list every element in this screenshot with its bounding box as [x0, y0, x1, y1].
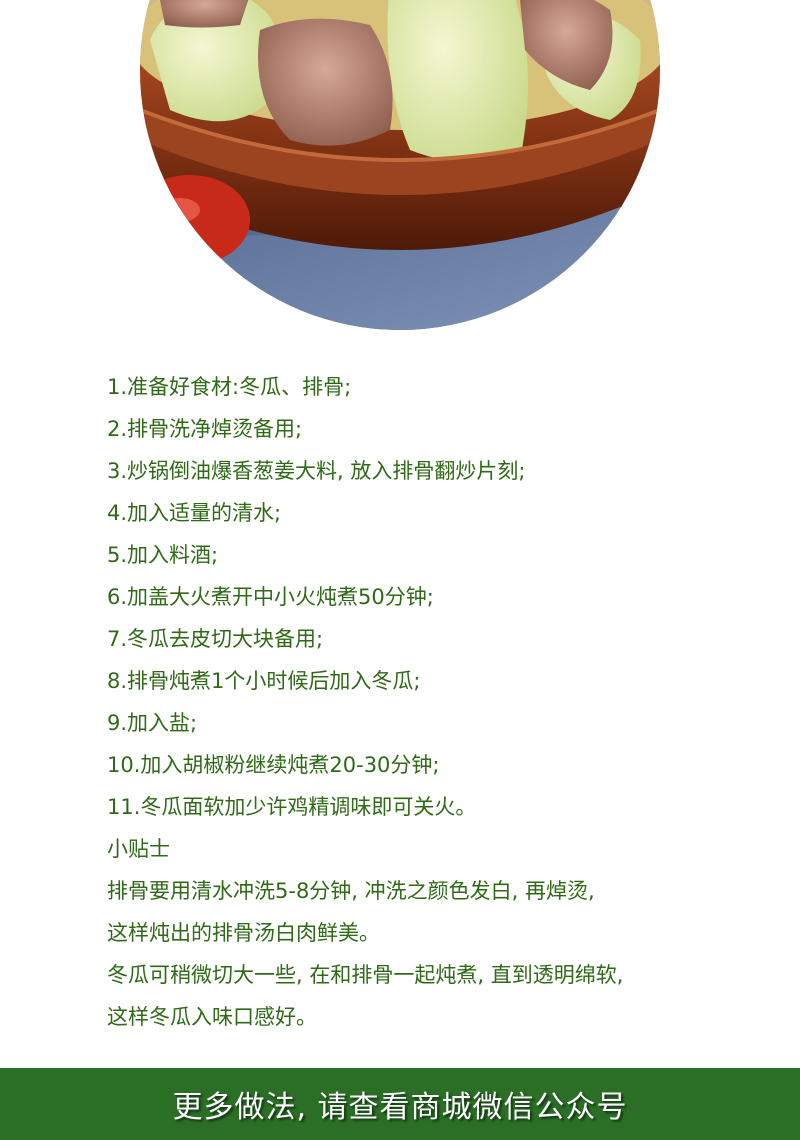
tip-line: 这样炖出的排骨汤白肉鲜美。 [107, 921, 380, 945]
footer-banner: 更多做法, 请查看商城微信公众号 [0, 1068, 800, 1140]
step-item: 1.准备好食材:冬瓜、排骨; [107, 375, 352, 399]
step-item: 8.排骨炖煮1个小时候后加入冬瓜; [107, 669, 421, 693]
step-item: 3.炒锅倒油爆香葱姜大料, 放入排骨翻炒片刻; [107, 459, 526, 483]
tip-line: 排骨要用清水冲洗5-8分钟, 冲洗之颜色发白, 再焯烫, [107, 879, 595, 903]
step-item: 11.冬瓜面软加少许鸡精调味即可关火。 [107, 795, 477, 819]
tips-title: 小贴士 [107, 837, 170, 861]
step-item: 2.排骨洗净焯烫备用; [107, 417, 303, 441]
food-photo [140, 0, 660, 330]
recipe-steps: 1.准备好食材:冬瓜、排骨; 2.排骨洗净焯烫备用; 3.炒锅倒油爆香葱姜大料,… [107, 366, 767, 828]
step-item: 10.加入胡椒粉继续炖煮20-30分钟; [107, 753, 440, 777]
footer-text: 更多做法, 请查看商城微信公众号 [172, 1090, 628, 1125]
tips-section: 小贴士 排骨要用清水冲洗5-8分钟, 冲洗之颜色发白, 再焯烫, 这样炖出的排骨… [107, 828, 767, 1038]
step-item: 6.加盖大火煮开中小火炖煮50分钟; [107, 585, 434, 609]
step-item: 5.加入料酒; [107, 543, 219, 567]
step-item: 7.冬瓜去皮切大块备用; [107, 627, 324, 651]
step-item: 4.加入适量的清水; [107, 501, 282, 525]
step-item: 9.加入盐; [107, 711, 198, 735]
tip-line: 冬瓜可稍微切大一些, 在和排骨一起炖煮, 直到透明绵软, [107, 963, 624, 987]
tip-line: 这样冬瓜入味口感好。 [107, 1005, 317, 1029]
